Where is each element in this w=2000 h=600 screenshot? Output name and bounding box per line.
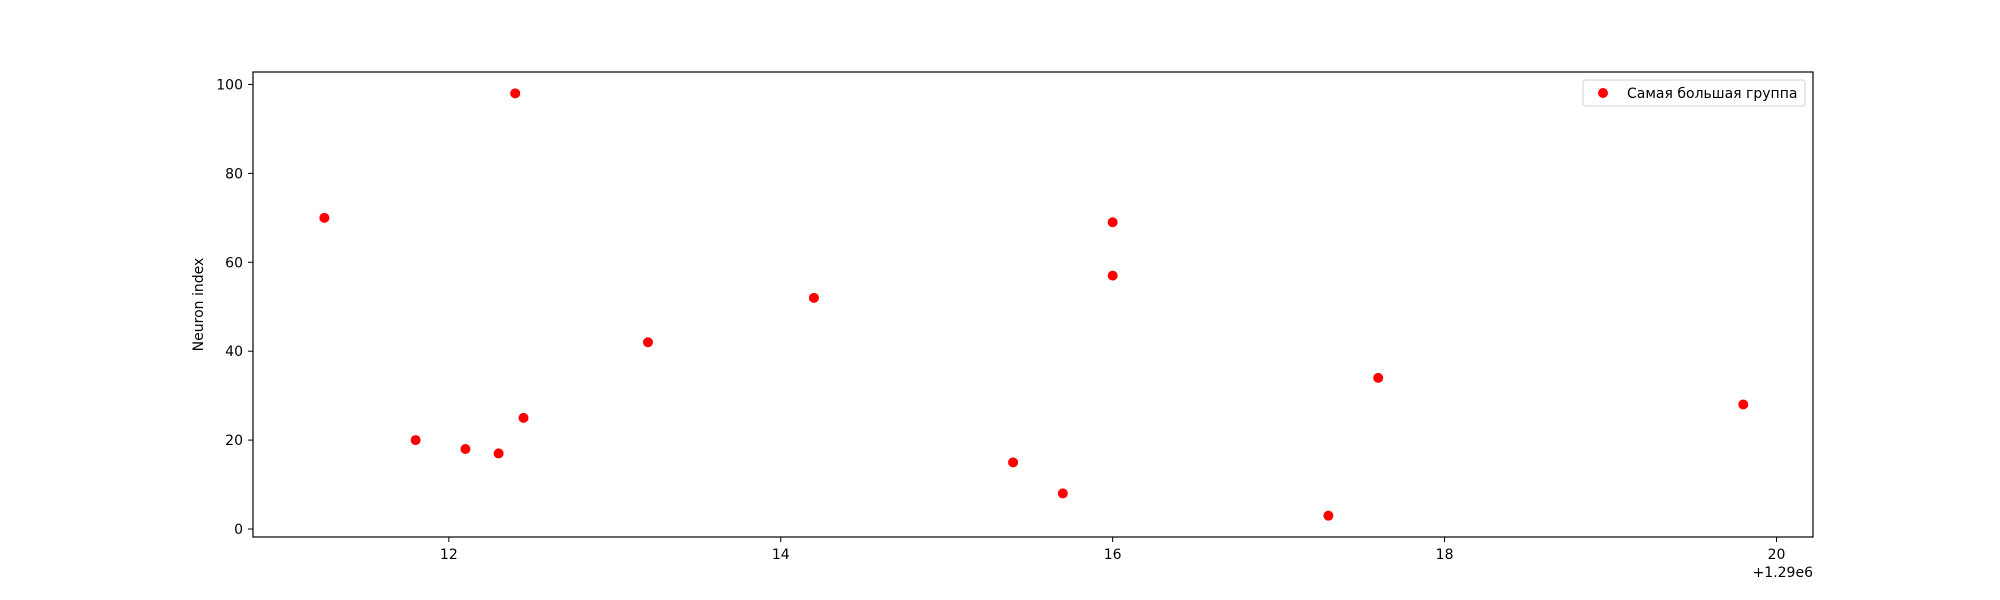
x-tick-label: 20 xyxy=(1768,547,1786,563)
data-point xyxy=(460,443,471,454)
y-tick-label: 80 xyxy=(225,166,243,182)
data-point xyxy=(1323,510,1334,521)
data-point xyxy=(1107,217,1118,228)
data-point xyxy=(510,88,521,99)
data-point xyxy=(319,212,330,223)
data-point xyxy=(1373,372,1384,383)
x-tick-label: 14 xyxy=(772,547,790,563)
data-point xyxy=(1738,399,1749,410)
legend-box xyxy=(1582,79,1806,107)
data-points xyxy=(319,88,1749,521)
y-tick-label: 100 xyxy=(216,77,243,93)
x-tick-label: 12 xyxy=(440,547,458,563)
data-point xyxy=(1107,270,1118,281)
y-tick-label: 20 xyxy=(225,433,243,449)
y-axis-label: Neuron index xyxy=(191,258,207,352)
data-point xyxy=(493,448,504,459)
data-point xyxy=(518,412,529,423)
y-tick-label: 60 xyxy=(225,255,243,271)
data-point xyxy=(410,435,421,446)
legend: Самая большая группа xyxy=(1582,79,1806,107)
x-tick-label: 18 xyxy=(1436,547,1454,563)
legend-label: Самая большая группа xyxy=(1627,86,1797,102)
data-point xyxy=(642,337,653,348)
y-tick-label: 0 xyxy=(234,522,243,538)
x-axis-offset-label: +1.29e6 xyxy=(1753,565,1814,581)
y-tick-label: 40 xyxy=(225,344,243,360)
x-axis-ticks: 12 14 16 18 20 xyxy=(440,537,1785,563)
data-point xyxy=(1008,457,1019,468)
legend-marker xyxy=(1598,88,1608,98)
data-point xyxy=(808,292,819,303)
data-point xyxy=(1057,488,1068,499)
plot-frame xyxy=(252,71,1814,538)
x-tick-label: 16 xyxy=(1104,547,1122,563)
y-axis-ticks: 0 20 40 60 80 100 xyxy=(216,77,253,538)
